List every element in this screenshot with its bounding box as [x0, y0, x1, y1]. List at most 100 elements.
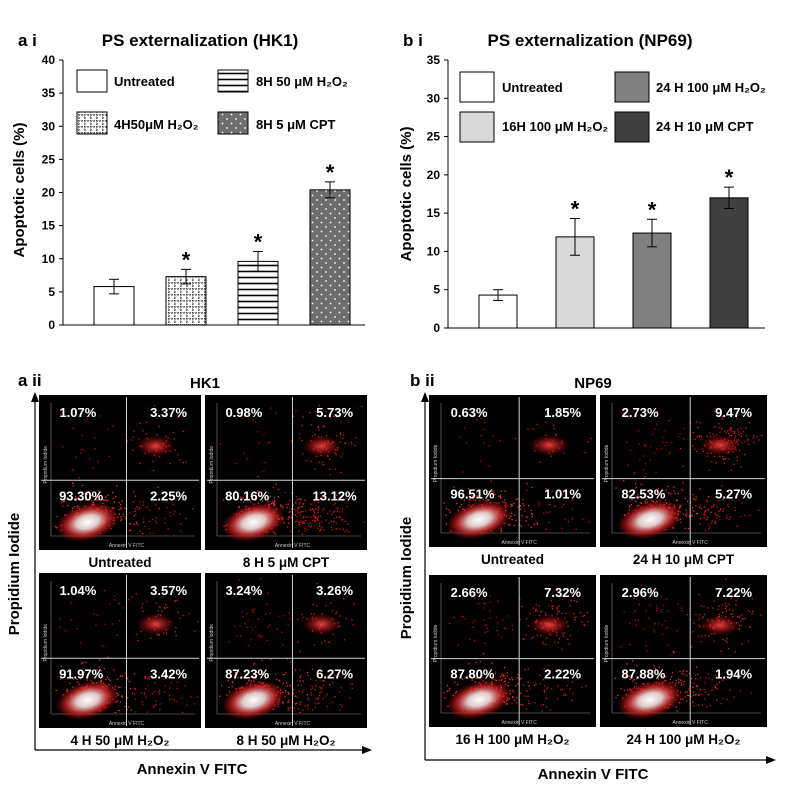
flow-dot: [302, 510, 304, 512]
flow-dot: [722, 679, 724, 681]
flow-dot: [501, 675, 503, 677]
flow-dot: [277, 488, 280, 491]
flow-dot: [492, 492, 495, 494]
flow-dot: [497, 622, 499, 624]
flow-dot: [631, 499, 633, 501]
flow-dot: [72, 482, 74, 484]
flow-dot: [707, 508, 709, 510]
flow-dot: [155, 602, 157, 604]
flow-dot: [718, 613, 721, 615]
flow-dot: [363, 521, 365, 523]
flow-dot: [693, 694, 695, 697]
flow-dot: [164, 492, 166, 494]
flow-dot: [172, 503, 174, 506]
flow-dot: [669, 678, 672, 680]
flow-dot: [526, 489, 528, 492]
flow-dot: [554, 641, 556, 643]
flow-dot: [297, 684, 299, 686]
flow-dot: [304, 522, 306, 524]
flow-dot: [699, 626, 701, 628]
flow-dot: [681, 672, 683, 675]
flow-dot: [310, 516, 312, 518]
flow-dot: [298, 512, 300, 514]
flow-dot: [636, 496, 638, 498]
flow-dot: [654, 623, 656, 625]
flow-dot: [729, 427, 732, 429]
flow-dot: [712, 689, 714, 691]
flow-dot: [334, 468, 337, 470]
flow-dot: [297, 508, 299, 510]
flow-dot: [640, 584, 643, 586]
flow-dot: [347, 531, 350, 533]
flow-dot: [520, 692, 522, 694]
flow-dot: [321, 687, 323, 689]
y-tick-label-np69: 5: [433, 283, 440, 297]
flow-dot: [327, 670, 329, 672]
flow-dot: [238, 506, 240, 508]
flow-dot: [723, 459, 725, 461]
flow-dot: [538, 605, 540, 607]
flow-dot: [252, 675, 254, 677]
flow-dot: [328, 522, 330, 524]
flow-dot: [691, 507, 694, 509]
flow-dot: [298, 503, 300, 505]
flow-dot: [299, 701, 302, 703]
flow-dot: [104, 623, 106, 625]
flow-dot: [143, 518, 145, 520]
y-tick-label-hk1: 15: [42, 219, 56, 233]
flow-dot: [109, 680, 111, 682]
flow-dot: [751, 613, 753, 615]
flow-dot: [79, 642, 82, 644]
flow-dot: [729, 689, 731, 691]
flow-dot: [292, 504, 294, 506]
flow-dot: [716, 684, 718, 686]
flow-dot: [318, 404, 320, 407]
flow-dot: [317, 512, 319, 514]
flow-dot: [282, 674, 284, 676]
flow-dot: [142, 430, 144, 432]
flow-dot: [740, 466, 742, 468]
flow-dot: [484, 642, 486, 644]
flow-dot: [700, 507, 702, 510]
flow-dot: [74, 496, 77, 498]
flow-dot: [325, 675, 327, 678]
flow-dot: [146, 711, 149, 713]
flow-dot: [306, 694, 308, 696]
flow-dot: [717, 608, 719, 611]
flow-dot: [551, 688, 553, 690]
flow-dot: [298, 708, 300, 710]
flow-dot: [247, 619, 249, 622]
flow-dot: [500, 679, 503, 681]
flow-dot: [287, 701, 289, 703]
flow-dot: [545, 706, 548, 708]
flow-dot: [142, 603, 144, 605]
y-tick-label-hk1: 40: [42, 53, 56, 67]
flow-dot: [652, 433, 654, 435]
flow-dot: [123, 515, 125, 518]
flow-dot: [302, 416, 304, 418]
flow-dot: [540, 610, 543, 612]
flow-dot: [100, 679, 102, 681]
flow-dot: [163, 606, 166, 609]
quadrant-value-ur: 3.57%: [150, 583, 187, 598]
flow-dot: [499, 496, 501, 498]
flow-dot: [315, 679, 317, 681]
flow-dot: [722, 678, 725, 680]
flow-dot: [166, 500, 168, 502]
flow-dot: [676, 630, 678, 632]
flow-dot: [484, 603, 486, 605]
x-arrow-head-np69: [766, 756, 776, 764]
flow-dot: [659, 492, 662, 494]
flow-dot: [296, 515, 298, 518]
flow-dot: [758, 439, 760, 441]
flow-dot: [693, 705, 695, 707]
flow-dot: [258, 495, 260, 497]
flow-dot: [698, 693, 701, 695]
flow-dot: [708, 528, 710, 530]
flow-dot: [129, 523, 132, 525]
flow-density-core: [617, 500, 683, 540]
quadrant-value-ul: 0.63%: [451, 405, 488, 420]
flow-dot: [262, 671, 264, 673]
flow-dot: [511, 505, 513, 507]
